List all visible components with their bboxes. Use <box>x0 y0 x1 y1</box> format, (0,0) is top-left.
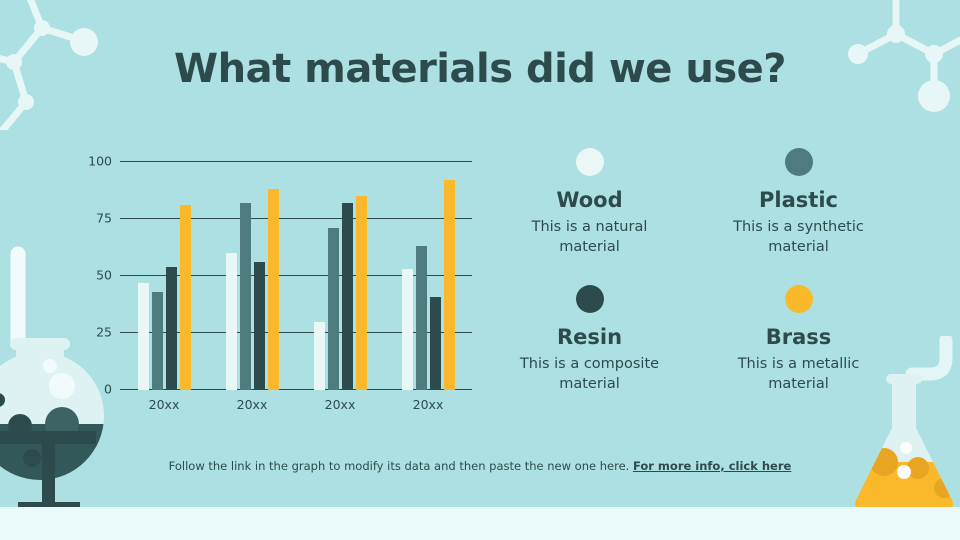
bar-resin <box>341 203 353 390</box>
bar-wood <box>137 282 149 390</box>
gridline: 75 <box>96 210 472 225</box>
gridline: 100 <box>88 153 472 168</box>
y-axis-tick-label: 100 <box>88 153 112 168</box>
page-title: What materials did we use? <box>174 46 786 92</box>
bar-plastic <box>239 203 251 390</box>
bar-wood <box>225 253 237 390</box>
legend-grid: Wood This is a natural material Plastic … <box>492 148 896 394</box>
circle-icon <box>575 285 604 314</box>
bar-chart[interactable]: 0 25 50 75 100 20xx 20xx 20xx 20xx <box>82 152 472 412</box>
bar-brass <box>179 205 191 390</box>
bar-group: 20xx <box>208 162 296 412</box>
bar-brass <box>443 180 455 390</box>
legend-item-label: Wood <box>556 188 623 212</box>
chart-plot-area: 0 25 50 75 100 20xx 20xx 20xx 20xx <box>88 153 472 412</box>
y-axis-tick-label: 25 <box>96 324 112 339</box>
bar-brass <box>267 189 279 390</box>
bar-resin <box>253 262 265 390</box>
legend-item-description: This is a composite material <box>519 356 660 392</box>
footer-text: Follow the link in the graph to modify i… <box>168 459 633 473</box>
gridline: 50 <box>96 267 472 282</box>
y-axis-tick-label: 75 <box>96 210 112 225</box>
x-axis-tick-label: 20xx <box>148 397 180 412</box>
y-axis-tick-label: 0 <box>104 381 112 396</box>
legend-item-brass[interactable]: Brass This is a metallic material <box>701 285 896 394</box>
circle-icon <box>784 148 813 176</box>
x-axis-tick-label: 20xx <box>412 397 444 412</box>
bar-brass <box>355 196 367 390</box>
bar-group: 20xx <box>384 162 472 412</box>
legend-item-resin[interactable]: Resin This is a composite material <box>492 285 687 394</box>
more-info-link[interactable]: For more info, click here <box>632 459 792 473</box>
bottom-strip <box>0 507 960 540</box>
circle-icon <box>784 285 813 314</box>
bar-wood <box>313 321 325 390</box>
circle-icon <box>575 148 604 176</box>
legend-item-description: This is a metallic material <box>737 356 860 392</box>
bar-plastic <box>415 246 427 390</box>
bar-group: 20xx <box>120 162 208 412</box>
footer-note: Follow the link in the graph to modify i… <box>0 459 960 473</box>
gridline: 25 <box>96 324 472 339</box>
x-axis-tick-label: 20xx <box>236 397 268 412</box>
bar-resin <box>165 266 177 390</box>
bar-groups: 20xx 20xx 20xx 20xx <box>120 162 472 412</box>
y-axis-tick-label: 50 <box>96 267 112 282</box>
bar-plastic <box>151 291 163 390</box>
bar-group: 20xx <box>296 162 384 412</box>
bar-plastic <box>327 228 339 390</box>
legend-item-label: Resin <box>556 325 623 350</box>
legend-item-wood[interactable]: Wood This is a natural material <box>492 148 687 257</box>
bar-wood <box>401 269 413 390</box>
legend-item-description: This is a natural material <box>531 219 648 255</box>
legend-item-plastic[interactable]: Plastic This is a synthetic material <box>701 148 896 257</box>
legend-item-label: Brass <box>765 325 832 350</box>
gridline: 0 <box>104 381 472 396</box>
x-axis-tick-label: 20xx <box>324 397 356 412</box>
bar-resin <box>429 296 441 390</box>
legend-item-description: This is a synthetic material <box>733 219 864 255</box>
legend-item-label: Plastic <box>759 188 838 212</box>
